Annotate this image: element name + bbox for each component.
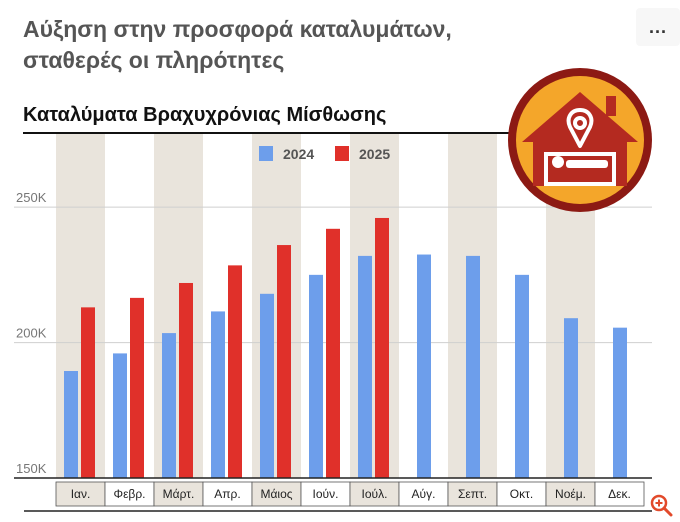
x-tick-cell <box>594 481 645 507</box>
zoom-in-icon[interactable] <box>648 492 674 518</box>
bar-2024 <box>564 318 578 478</box>
airbnb-house-bed-icon <box>508 68 652 212</box>
x-tick-cell <box>55 481 106 507</box>
legend-swatch <box>259 146 273 161</box>
chart-title: Καταλύματα Βραχυχρόνιας Μίσθωσης <box>23 104 387 126</box>
x-tick-cell <box>398 481 449 507</box>
bar-2024 <box>358 255 372 478</box>
bar-2024 <box>309 274 323 478</box>
x-tick-label: Ιούν. <box>313 487 339 501</box>
x-tick-label: Απρ. <box>214 487 240 501</box>
y-tick-label: 150K <box>16 461 47 476</box>
month-stripe <box>154 134 203 478</box>
x-tick-label: Φεβρ. <box>114 487 146 501</box>
bar-2024 <box>64 371 78 478</box>
bar-2024 <box>162 333 176 478</box>
x-axis: Ιαν. Φεβρ. Μάρτ. Απρ. Μάιος Ιούν. Ιούλ. Αύγ. Σεπ… <box>14 477 652 512</box>
x-tick-cell <box>349 481 400 507</box>
bar-2025 <box>179 282 193 478</box>
bar-2024 <box>613 327 627 478</box>
x-tick-label: Δεκ. <box>608 487 631 501</box>
month-stripe <box>350 134 399 478</box>
legend-label: 2025 <box>359 146 390 162</box>
headline-line-1: Αύξηση στην προσφορά καταλυμάτων, <box>23 16 452 42</box>
x-tick-label: Νοέμ. <box>555 487 586 501</box>
month-stripe <box>252 134 301 478</box>
bars <box>64 217 627 478</box>
y-tick-label: 200K <box>16 326 47 341</box>
bar-2025 <box>228 265 242 478</box>
x-tick-label: Μάρτ. <box>163 487 195 501</box>
y-tick-label: 250K <box>16 190 47 205</box>
x-tick-label: Ιαν. <box>71 487 91 501</box>
legend: 2024 2025 <box>259 146 390 162</box>
x-tick-label: Οκτ. <box>510 487 533 501</box>
x-tick-cell <box>496 481 547 507</box>
month-stripe <box>56 134 105 478</box>
x-tick-label: Ιούλ. <box>362 487 388 501</box>
x-tick-label: Σεπτ. <box>458 487 487 501</box>
bar-2025 <box>130 297 144 478</box>
headline-line-2: σταθερές οι πληρότητες <box>23 47 285 73</box>
bar-2025 <box>277 245 291 478</box>
bar-2024 <box>260 293 274 478</box>
bar-2024 <box>466 255 480 478</box>
legend-swatch <box>335 146 349 161</box>
x-tick-cell <box>153 481 204 507</box>
x-tick-cell <box>545 481 596 507</box>
x-tick-cell <box>251 481 302 507</box>
bar-2025 <box>81 307 95 478</box>
more-horizontal-icon: ... <box>648 16 667 37</box>
legend-label: 2024 <box>283 146 314 162</box>
bar-2025 <box>326 228 340 478</box>
x-tick-label: Αύγ. <box>412 487 436 501</box>
more-options-button[interactable]: ... <box>636 8 680 46</box>
x-tick-cell <box>447 481 498 507</box>
title-rule <box>23 132 543 134</box>
bar-2024 <box>515 274 529 478</box>
bar-2025 <box>375 217 389 478</box>
bar-2024 <box>211 311 225 478</box>
x-tick-label: Μάιος <box>260 487 292 501</box>
bar-2024 <box>113 353 127 478</box>
bar-2024 <box>417 254 431 478</box>
headline: Αύξηση στην προσφορά καταλυμάτων, σταθερ… <box>23 14 543 76</box>
